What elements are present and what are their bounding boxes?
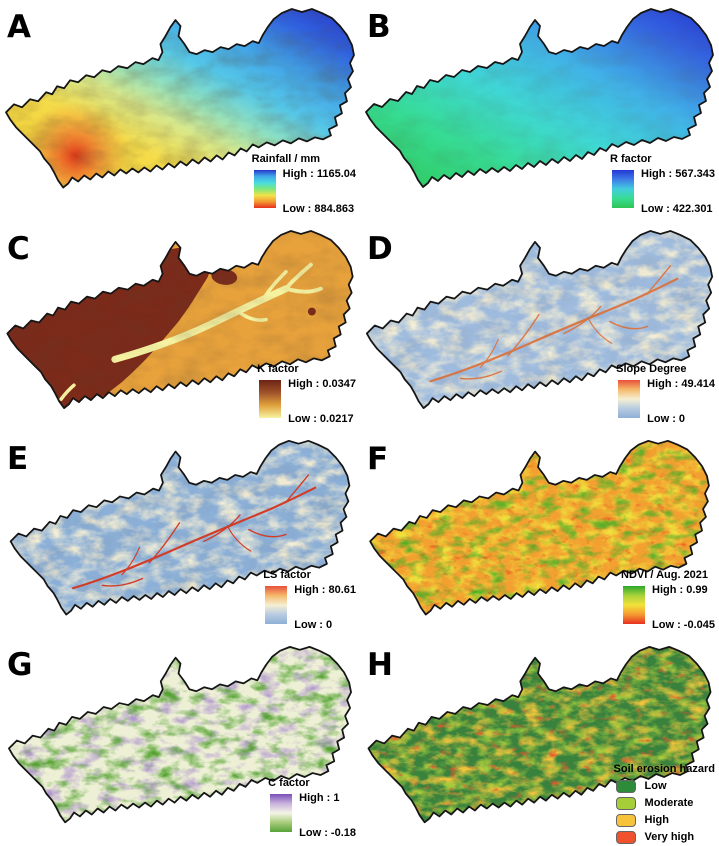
- panel-d: D Slope Degree High : 49.414 Low : 0: [360, 222, 719, 432]
- legend-class-high: High: [615, 814, 715, 827]
- legend-title: R factor: [610, 153, 652, 166]
- swatch-low: [615, 780, 636, 793]
- legend-low-label: Low : 0: [294, 619, 333, 632]
- panel-letter-a: A: [7, 9, 31, 45]
- legend-low-label: Low : -0.045: [652, 619, 715, 632]
- legend-low-label: Low : 0.0217: [288, 413, 354, 426]
- color-ramp: [253, 170, 276, 208]
- legend-k-factor: K factor High : 0.0347 Low : 0.0217: [257, 363, 356, 426]
- legend-title: NDVI / Aug. 2021: [621, 569, 709, 582]
- legend-class-label: Low: [644, 780, 667, 793]
- panel-letter-g: G: [7, 647, 33, 683]
- panel-letter-d: D: [367, 231, 393, 267]
- legend-high-label: High : 0.99: [652, 584, 708, 596]
- map-rainfall: [5, 8, 355, 189]
- legend-class-moderate: Moderate: [615, 797, 715, 810]
- panel-a: A Rainfall / mm High : 1165.04 Low : 884…: [0, 0, 360, 222]
- panel-letter-b: B: [367, 9, 391, 45]
- color-ramp: [612, 170, 635, 208]
- swatch-very-high: [615, 831, 636, 844]
- panel-h: H Soil erosion hazard Low Moderate High: [360, 638, 719, 846]
- panel-letter-e: E: [7, 441, 29, 477]
- legend-high-label: High : 1165.04: [282, 168, 356, 180]
- legend-low-label: Low : 422.301: [641, 203, 713, 216]
- color-ramp: [265, 586, 288, 624]
- legend-low-label: Low : -0.18: [299, 827, 356, 840]
- swatch-high: [615, 814, 636, 827]
- legend-rainfall: Rainfall / mm High : 1165.04 Low : 884.8…: [252, 153, 356, 216]
- panel-letter-h: H: [367, 647, 393, 683]
- panel-g: G C factor High : 1 Low : -0.18: [0, 638, 360, 846]
- legend-title: C factor: [268, 777, 310, 790]
- legend-r-factor: R factor High : 567.343 Low : 422.301: [610, 153, 715, 216]
- legend-ls-factor: LS factor High : 80.61 Low : 0: [263, 569, 356, 632]
- legend-high-label: High : 0.0347: [288, 378, 356, 390]
- legend-class-label: Moderate: [644, 797, 694, 810]
- swatch-moderate: [615, 797, 636, 810]
- legend-soil-erosion-hazard: Soil erosion hazard Low Moderate High Ve…: [614, 763, 715, 844]
- legend-c-factor: C factor High : 1 Low : -0.18: [268, 777, 356, 840]
- map-k-factor: [6, 230, 354, 410]
- legend-title: Rainfall / mm: [251, 153, 321, 166]
- panel-e: E LS factor High : 80.61 Low : 0: [0, 432, 360, 638]
- panel-letter-f: F: [367, 441, 389, 477]
- legend-title: Slope Degree: [616, 363, 687, 376]
- legend-title: LS factor: [263, 569, 311, 582]
- legend-class-label: Very high: [644, 831, 695, 844]
- color-ramp: [270, 794, 293, 832]
- legend-low-label: Low : 0: [647, 413, 686, 426]
- color-ramp: [618, 380, 641, 418]
- legend-high-label: High : 567.343: [641, 168, 715, 180]
- legend-ndvi: NDVI / Aug. 2021 High : 0.99 Low : -0.04…: [621, 569, 715, 632]
- legend-high-label: High : 1: [299, 792, 340, 804]
- panel-f: F NDVI / Aug. 2021 High : 0.99 Low : -0.…: [360, 432, 719, 638]
- panel-letter-c: C: [7, 231, 30, 267]
- legend-title: Soil erosion hazard: [613, 763, 715, 776]
- legend-title: K factor: [257, 363, 299, 376]
- color-ramp: [259, 380, 282, 418]
- legend-slope: Slope Degree High : 49.414 Low : 0: [616, 363, 715, 426]
- legend-low-label: Low : 884.863: [282, 203, 355, 216]
- panel-b: B R factor High : 567.343 Low : 422.301: [360, 0, 719, 222]
- legend-high-label: High : 80.61: [294, 584, 356, 596]
- legend-class-low: Low: [615, 780, 715, 793]
- legend-class-very-high: Very high: [615, 831, 715, 844]
- color-ramp: [623, 586, 646, 624]
- legend-high-label: High : 49.414: [647, 378, 715, 390]
- legend-class-label: High: [644, 814, 669, 827]
- panel-c: C K factor High : 0.0347 Low : 0.0217: [0, 222, 360, 432]
